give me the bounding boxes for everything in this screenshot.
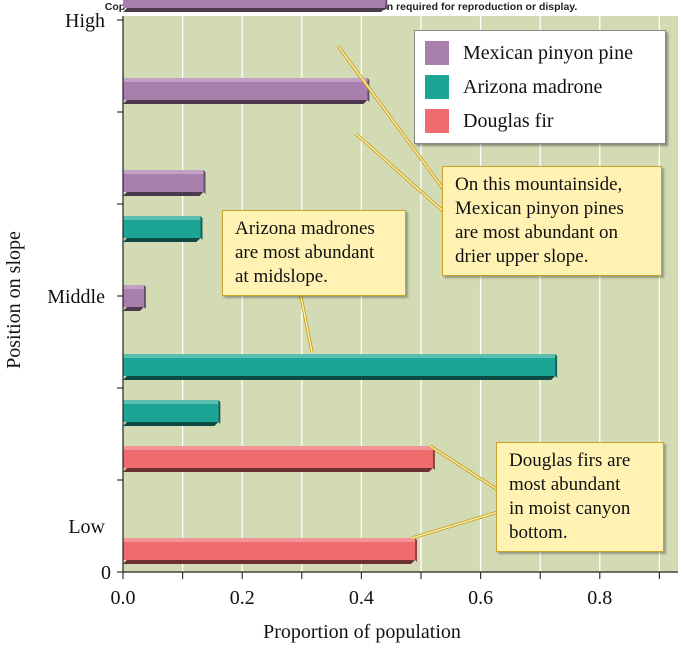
- bar-arizona-madrone: [123, 400, 221, 426]
- bar-highlight: [123, 538, 416, 542]
- bar-shadow: [123, 192, 204, 196]
- bar-mexican-pinyon-pine: [123, 0, 388, 12]
- legend-swatch: [425, 75, 449, 99]
- bar-douglas-fir: [123, 538, 418, 564]
- callout-pinyon: On this mountainside, Mexican pinyon pin…: [442, 166, 662, 276]
- bars-group: [123, 0, 558, 564]
- x-tick-label: 0.2: [230, 587, 255, 609]
- bar-face: [123, 400, 219, 422]
- bar-face: [123, 285, 144, 307]
- x-tick-label: 0.4: [349, 587, 374, 609]
- bar-highlight: [123, 170, 204, 174]
- bar-face: [123, 354, 556, 376]
- bar-face: [123, 538, 416, 560]
- bar-shadow: [123, 8, 386, 12]
- callout-line: Mexican pinyon pines: [455, 198, 624, 219]
- legend: Mexican pinyon pine Arizona madrone Doug…: [414, 30, 666, 144]
- x-tick-label: 0.6: [468, 587, 493, 609]
- leader-line-inner: [411, 511, 499, 539]
- bar-face: [123, 0, 386, 8]
- bar-arizona-madrone: [123, 354, 558, 380]
- bar-highlight: [123, 216, 201, 220]
- bar-edge: [385, 0, 388, 10]
- callout-line: On this mountainside,: [455, 174, 623, 195]
- bar-shadow: [123, 100, 368, 104]
- callout-line: in moist canyon: [509, 498, 631, 519]
- legend-label: Mexican pinyon pine: [463, 42, 633, 64]
- bar-highlight: [123, 400, 219, 404]
- bar-douglas-fir: [123, 446, 435, 472]
- bar-edge: [432, 446, 435, 470]
- y-tick-label: Middle: [47, 286, 105, 308]
- bar-face: [123, 446, 433, 468]
- leader-line-inner: [299, 291, 313, 353]
- bar-edge: [200, 216, 203, 240]
- legend-swatch: [425, 41, 449, 65]
- bar-edge: [218, 400, 221, 424]
- callout-line: most abundant: [509, 474, 621, 495]
- bar-shadow: [123, 376, 556, 380]
- y-origin-label: 0: [101, 562, 111, 584]
- callout-line: Arizona madrones: [235, 218, 375, 239]
- callout-line: are most abundant: [235, 242, 375, 263]
- bar-edge: [415, 538, 418, 562]
- callout-line: are most abundant on: [455, 222, 619, 243]
- leader-lines: [298, 45, 499, 540]
- bar-shadow: [123, 468, 433, 472]
- callout-line: at midslope.: [235, 266, 328, 287]
- bar-mexican-pinyon-pine: [123, 285, 146, 311]
- bar-highlight: [123, 446, 433, 450]
- bar-shadow: [123, 307, 144, 311]
- callout-fir: Douglas firs are most abundant in moist …: [496, 442, 664, 552]
- x-axis-label: Proportion of population: [263, 621, 461, 643]
- bar-edge: [143, 285, 146, 309]
- bar-highlight: [123, 354, 556, 358]
- bar-shadow: [123, 238, 201, 242]
- x-tick-label: 0.8: [587, 587, 612, 609]
- bar-face: [123, 170, 204, 192]
- bar-highlight: [123, 285, 144, 289]
- bar-edge: [203, 170, 206, 194]
- legend-label: Douglas fir: [463, 110, 554, 132]
- axes: 0.0 0.2 0.4 0.6 0.8 0 High Middle Low: [47, 10, 678, 609]
- bar-arizona-madrone: [123, 216, 203, 242]
- leader-line-inner: [429, 445, 499, 491]
- callout-line: bottom.: [509, 522, 568, 543]
- callout-line: drier upper slope.: [455, 246, 589, 267]
- legend-label: Arizona madrone: [463, 76, 603, 98]
- leader-line-inner: [337, 45, 445, 191]
- bar-face: [123, 216, 201, 238]
- y-tick-label: High: [65, 10, 105, 32]
- callout-line: Douglas firs are: [509, 450, 631, 471]
- callout-madrone: Arizona madrones are most abundant at mi…: [222, 210, 406, 296]
- y-axis-label: Position on slope: [3, 231, 25, 369]
- leader-line-inner: [355, 133, 445, 213]
- bar-shadow: [123, 422, 219, 426]
- bar-mexican-pinyon-pine: [123, 170, 206, 196]
- bar-edge: [555, 354, 558, 378]
- bar-shadow: [123, 560, 416, 564]
- bar-mexican-pinyon-pine: [123, 78, 370, 104]
- y-tick-label: Low: [68, 516, 105, 538]
- legend-swatch: [425, 109, 449, 133]
- bar-highlight: [123, 78, 368, 82]
- x-tick-label: 0.0: [111, 587, 136, 609]
- bar-face: [123, 78, 368, 100]
